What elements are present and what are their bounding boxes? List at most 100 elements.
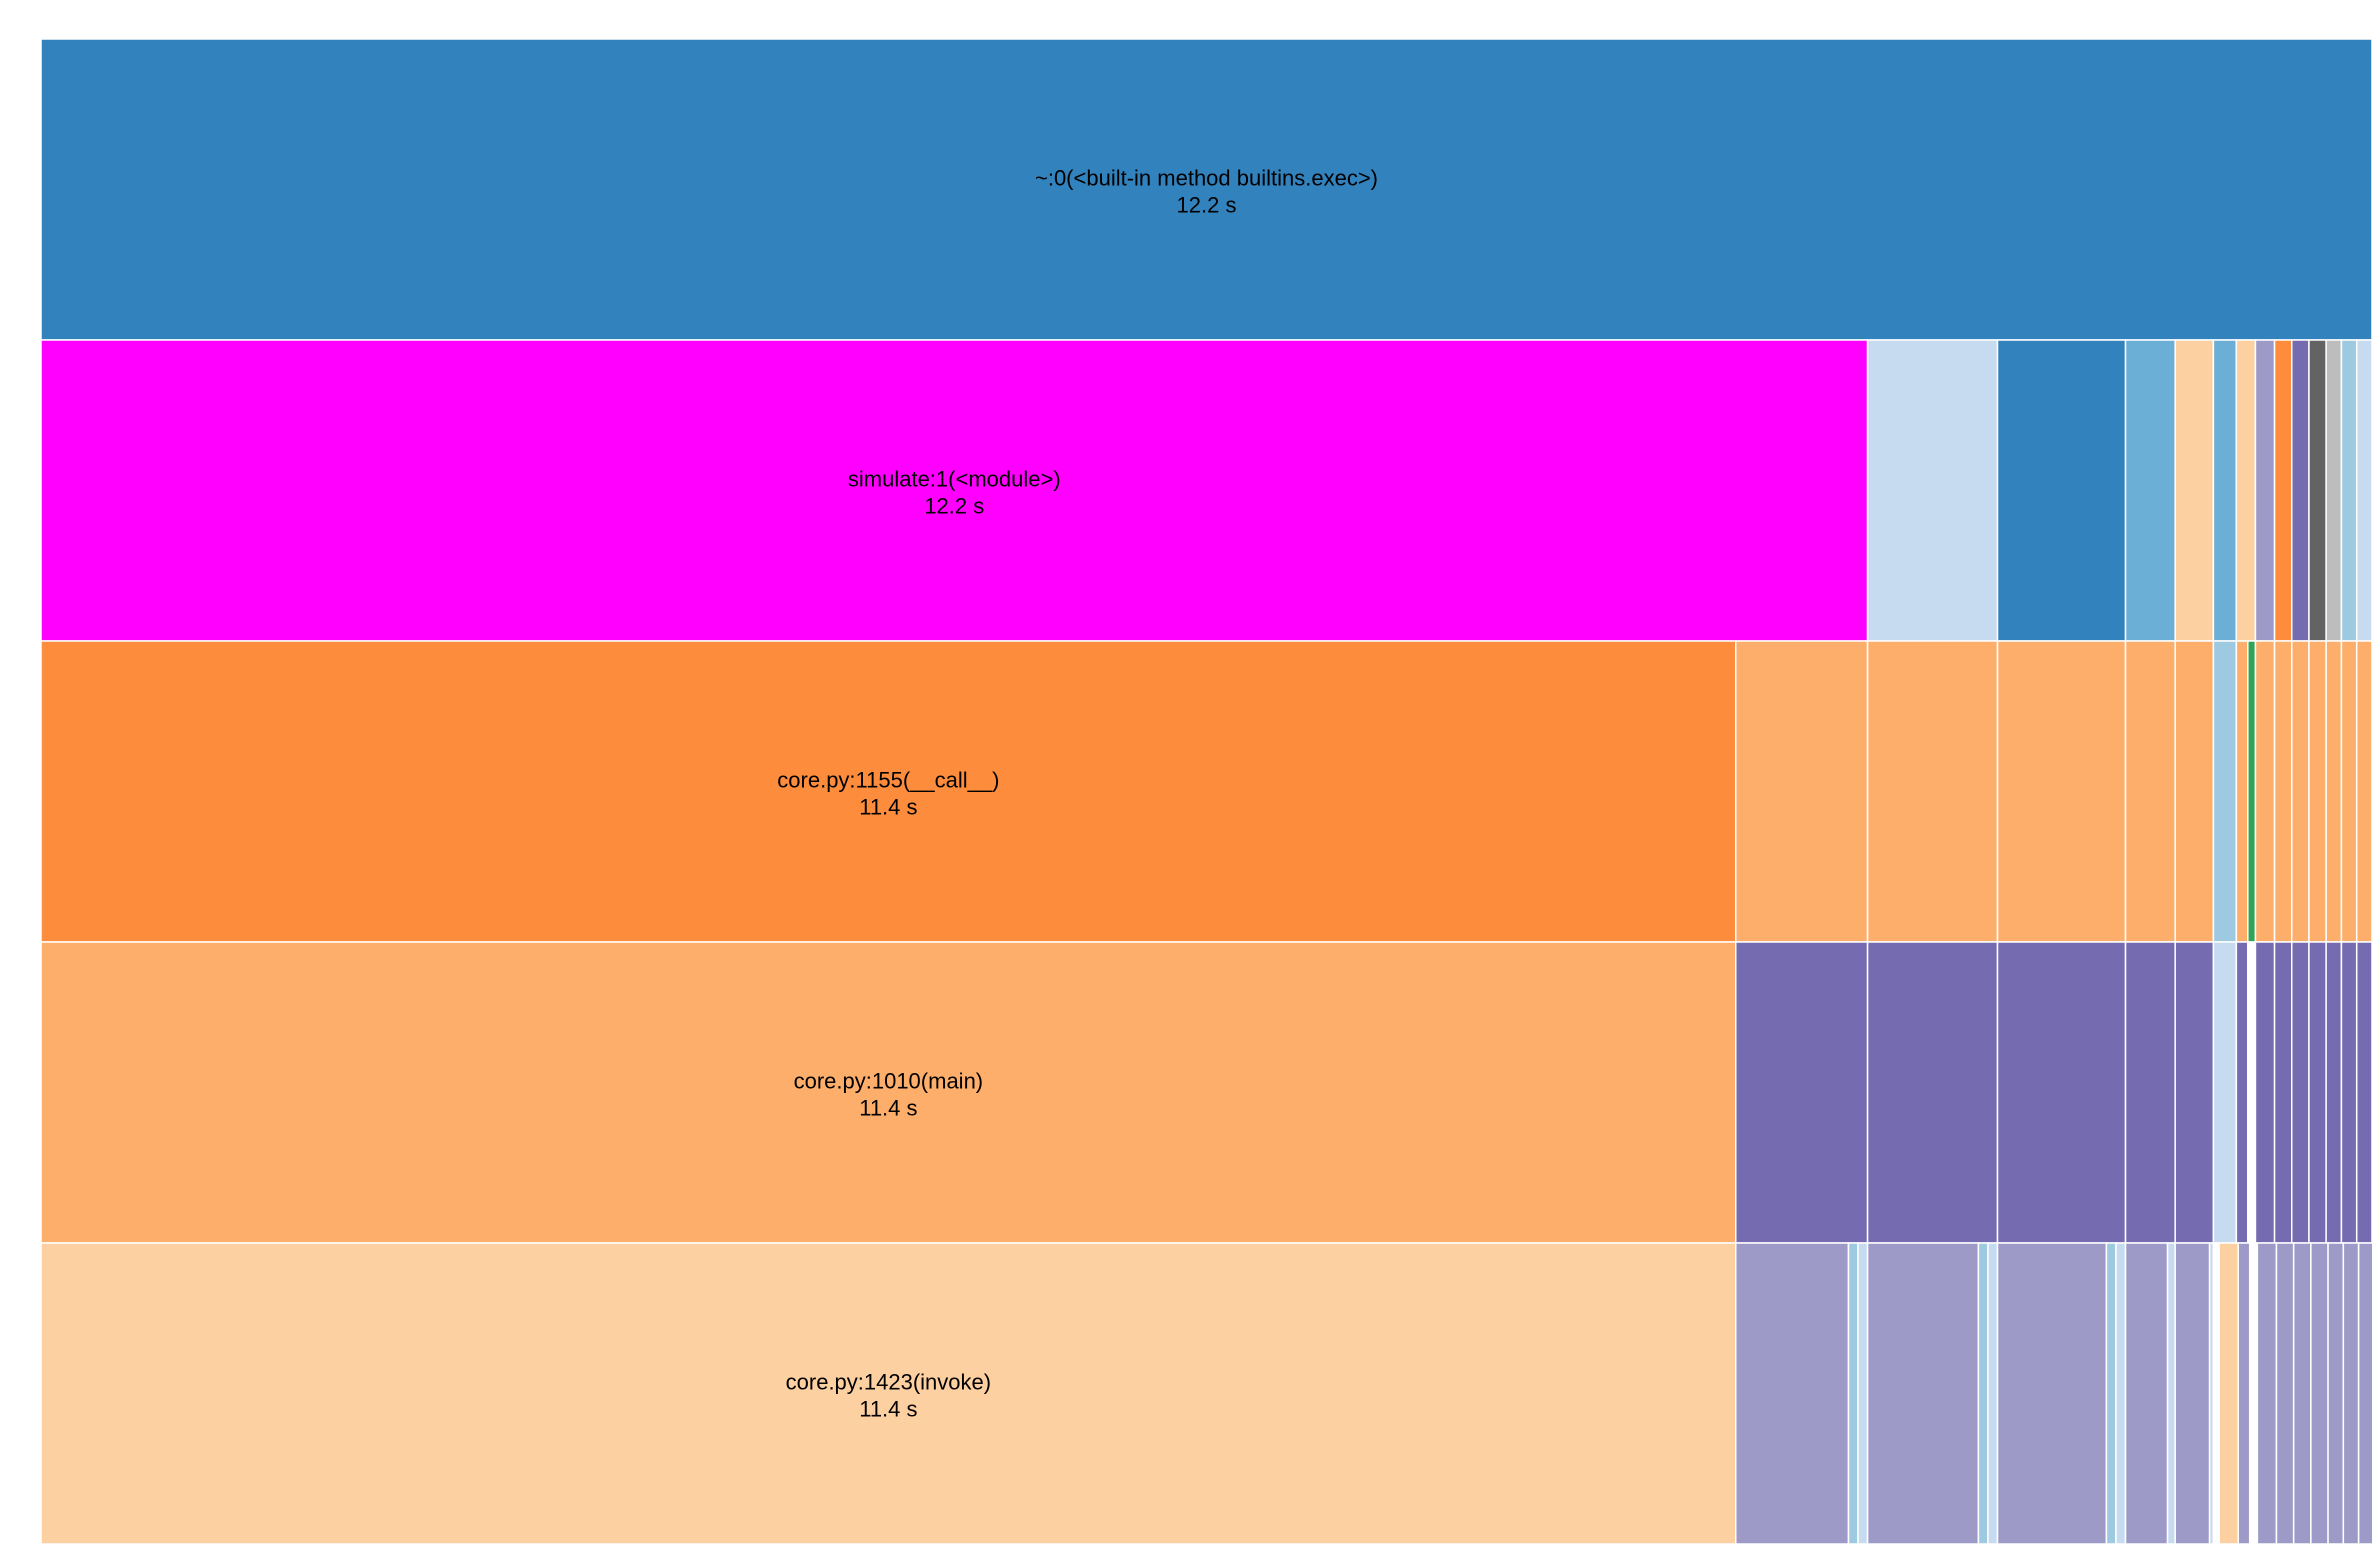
icicle-node[interactable] bbox=[2292, 1242, 2312, 1545]
icicle-node-rect[interactable] bbox=[40, 941, 1737, 1244]
icicle-node-rect[interactable] bbox=[2174, 640, 2215, 943]
icicle-node-rect[interactable] bbox=[2292, 1242, 2312, 1545]
icicle-node-rect[interactable] bbox=[2256, 1242, 2278, 1545]
icicle-node-rect[interactable] bbox=[2212, 339, 2238, 642]
icicle-node-rect[interactable] bbox=[2340, 941, 2358, 1244]
icicle-node[interactable] bbox=[2212, 339, 2238, 642]
icicle-node[interactable] bbox=[2273, 941, 2293, 1244]
icicle-node-rect[interactable] bbox=[2325, 941, 2343, 1244]
icicle-node-rect[interactable] bbox=[40, 339, 1869, 642]
icicle-node-rect[interactable] bbox=[2310, 1242, 2329, 1545]
icicle-node-rect[interactable] bbox=[1735, 941, 1869, 1244]
icicle-node-rect[interactable] bbox=[2124, 339, 2176, 642]
icicle-node[interactable] bbox=[1866, 1242, 1980, 1545]
icicle-node-rect[interactable] bbox=[2291, 640, 2310, 943]
icicle-node[interactable]: core.py:1155(__call__)11.4 s bbox=[40, 640, 1737, 943]
icicle-node[interactable] bbox=[2212, 640, 2238, 943]
icicle-node-rect[interactable] bbox=[2273, 941, 2293, 1244]
icicle-node-rect[interactable] bbox=[2355, 941, 2372, 1244]
icicle-node-rect[interactable] bbox=[1977, 1242, 1989, 1545]
icicle-node[interactable] bbox=[1735, 941, 1869, 1244]
icicle-node[interactable] bbox=[2235, 640, 2249, 943]
icicle-node[interactable] bbox=[2325, 339, 2343, 642]
icicle-node[interactable] bbox=[2248, 1242, 2259, 1545]
icicle-node[interactable] bbox=[1866, 941, 1999, 1244]
icicle-node[interactable] bbox=[2308, 640, 2327, 943]
icicle-node-rect[interactable] bbox=[2291, 941, 2310, 1244]
icicle-node-rect[interactable] bbox=[40, 38, 2372, 341]
icicle-node-rect[interactable] bbox=[2248, 1242, 2259, 1545]
icicle-node-rect[interactable] bbox=[1996, 640, 2127, 943]
icicle-node[interactable] bbox=[1857, 1242, 1869, 1545]
icicle-node[interactable] bbox=[2124, 339, 2176, 642]
icicle-node[interactable] bbox=[2174, 339, 2215, 642]
icicle-node-rect[interactable] bbox=[2254, 640, 2276, 943]
icicle-node-rect[interactable] bbox=[2212, 640, 2238, 943]
icicle-node-rect[interactable] bbox=[2235, 339, 2257, 642]
icicle-node[interactable] bbox=[2218, 1242, 2240, 1545]
icicle-node-rect[interactable] bbox=[2325, 640, 2343, 943]
icicle-node-rect[interactable] bbox=[1996, 339, 2127, 642]
icicle-node[interactable] bbox=[2124, 1242, 2169, 1545]
icicle-node[interactable] bbox=[1735, 1242, 1850, 1545]
icicle-node[interactable] bbox=[2342, 1242, 2360, 1545]
icicle-node-rect[interactable] bbox=[1735, 1242, 1850, 1545]
icicle-node[interactable] bbox=[2212, 1242, 2220, 1545]
icicle-node-rect[interactable] bbox=[2237, 1242, 2251, 1545]
icicle-node[interactable] bbox=[2237, 1242, 2251, 1545]
icicle-node-rect[interactable] bbox=[2327, 1242, 2345, 1545]
icicle-node-rect[interactable] bbox=[1996, 941, 2127, 1244]
icicle-node[interactable] bbox=[2235, 339, 2257, 642]
icicle-node[interactable] bbox=[2340, 640, 2358, 943]
icicle-node[interactable] bbox=[2256, 1242, 2278, 1545]
icicle-node[interactable] bbox=[2357, 1242, 2372, 1545]
icicle-node[interactable] bbox=[2273, 339, 2293, 642]
icicle-node[interactable] bbox=[2310, 1242, 2329, 1545]
icicle-node[interactable] bbox=[2124, 941, 2176, 1244]
icicle-node[interactable] bbox=[2166, 1242, 2176, 1545]
icicle-node-rect[interactable] bbox=[2235, 941, 2249, 1244]
icicle-node[interactable] bbox=[1866, 339, 1999, 642]
icicle-node[interactable] bbox=[2355, 640, 2372, 943]
icicle-node[interactable] bbox=[2275, 1242, 2295, 1545]
icicle-node[interactable] bbox=[2327, 1242, 2345, 1545]
icicle-node-rect[interactable] bbox=[1735, 640, 1869, 943]
icicle-node[interactable] bbox=[1996, 1242, 2108, 1545]
icicle-node[interactable] bbox=[2105, 1242, 2117, 1545]
icicle-node[interactable] bbox=[2124, 640, 2176, 943]
icicle-node-rect[interactable] bbox=[1866, 339, 1999, 642]
icicle-node-rect[interactable] bbox=[2275, 1242, 2295, 1545]
icicle-node-rect[interactable] bbox=[2254, 941, 2276, 1244]
icicle-node[interactable] bbox=[2308, 339, 2327, 642]
icicle-node[interactable]: ~:0(<built-in method builtins.exec>)12.2… bbox=[40, 38, 2372, 341]
icicle-node[interactable] bbox=[2355, 941, 2372, 1244]
icicle-node-rect[interactable] bbox=[1987, 1242, 1999, 1545]
icicle-node[interactable] bbox=[1735, 640, 1869, 943]
icicle-node[interactable] bbox=[2212, 941, 2238, 1244]
icicle-node-rect[interactable] bbox=[2174, 941, 2215, 1244]
icicle-node-rect[interactable] bbox=[2357, 1242, 2372, 1545]
icicle-node[interactable] bbox=[2247, 640, 2257, 943]
icicle-node[interactable] bbox=[2355, 339, 2372, 642]
icicle-node-rect[interactable] bbox=[1857, 1242, 1869, 1545]
icicle-node-rect[interactable] bbox=[2166, 1242, 2176, 1545]
icicle-node-rect[interactable] bbox=[2342, 1242, 2360, 1545]
icicle-node-rect[interactable] bbox=[2340, 640, 2358, 943]
icicle-node-rect[interactable] bbox=[2235, 640, 2249, 943]
icicle-node-rect[interactable] bbox=[2273, 640, 2293, 943]
icicle-node[interactable] bbox=[2291, 339, 2310, 642]
icicle-node[interactable] bbox=[1996, 339, 2127, 642]
icicle-node-rect[interactable] bbox=[2247, 640, 2257, 943]
icicle-node-rect[interactable] bbox=[2273, 339, 2293, 642]
icicle-node-rect[interactable] bbox=[2174, 339, 2215, 642]
icicle-node[interactable]: simulate:1(<module>)12.2 s bbox=[40, 339, 1869, 642]
icicle-node-rect[interactable] bbox=[2115, 1242, 2127, 1545]
icicle-node-rect[interactable] bbox=[2325, 339, 2343, 642]
icicle-node-rect[interactable] bbox=[2308, 640, 2327, 943]
icicle-node-rect[interactable] bbox=[2254, 339, 2276, 642]
icicle-node-rect[interactable] bbox=[2218, 1242, 2240, 1545]
icicle-node-rect[interactable] bbox=[2308, 339, 2327, 642]
icicle-node[interactable] bbox=[2340, 339, 2358, 642]
icicle-node[interactable] bbox=[2308, 941, 2327, 1244]
icicle-node[interactable] bbox=[2325, 941, 2343, 1244]
